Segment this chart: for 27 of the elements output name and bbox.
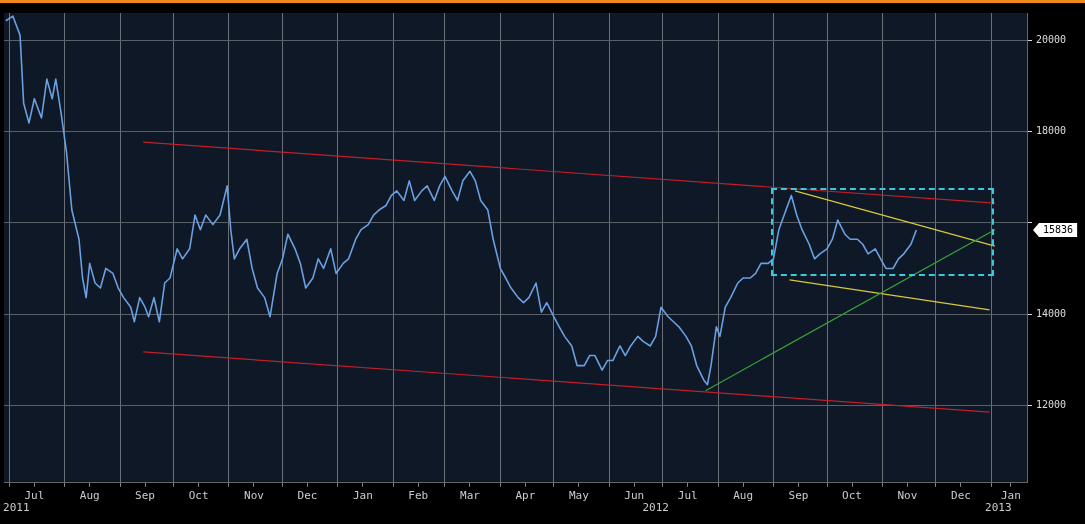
x-tick-label: Nov: [244, 489, 265, 503]
x-tick-label: Nov: [897, 489, 918, 503]
x-tick-label: Dec: [951, 489, 971, 503]
x-tick-label: Aug: [79, 489, 100, 503]
x-tick-label: May: [568, 489, 590, 503]
x-tick-label: Apr: [515, 489, 536, 503]
y-tick-label: 20000: [1036, 33, 1067, 45]
x-tick-label: Sep: [135, 489, 155, 503]
x-tick-label: Sep: [788, 489, 809, 503]
y-tick-label: 18000: [1036, 125, 1067, 137]
text: 15836: [1043, 223, 1074, 235]
x-tick-label: Oct: [188, 489, 209, 503]
x-tick-label: Dec: [297, 489, 318, 503]
x-tick-label: Jan: [352, 489, 373, 503]
y-tick-label: 12000: [1036, 398, 1067, 410]
x-tick-label: Aug: [733, 489, 754, 503]
y-tick-label: 14000: [1036, 307, 1067, 319]
x-tick-label: Mar: [460, 489, 481, 503]
text: 2012: [642, 501, 669, 515]
x-tick-label: Jul: [24, 489, 45, 503]
text: 2011: [3, 501, 30, 515]
x-tick-label: Oct: [842, 489, 862, 503]
x-tick-label: Jan: [1000, 489, 1021, 503]
text: 2013: [985, 501, 1012, 515]
x-tick-label: Jun: [624, 489, 645, 503]
x-tick-label: Feb: [408, 489, 429, 503]
x-tick-label: Jul: [677, 489, 698, 503]
